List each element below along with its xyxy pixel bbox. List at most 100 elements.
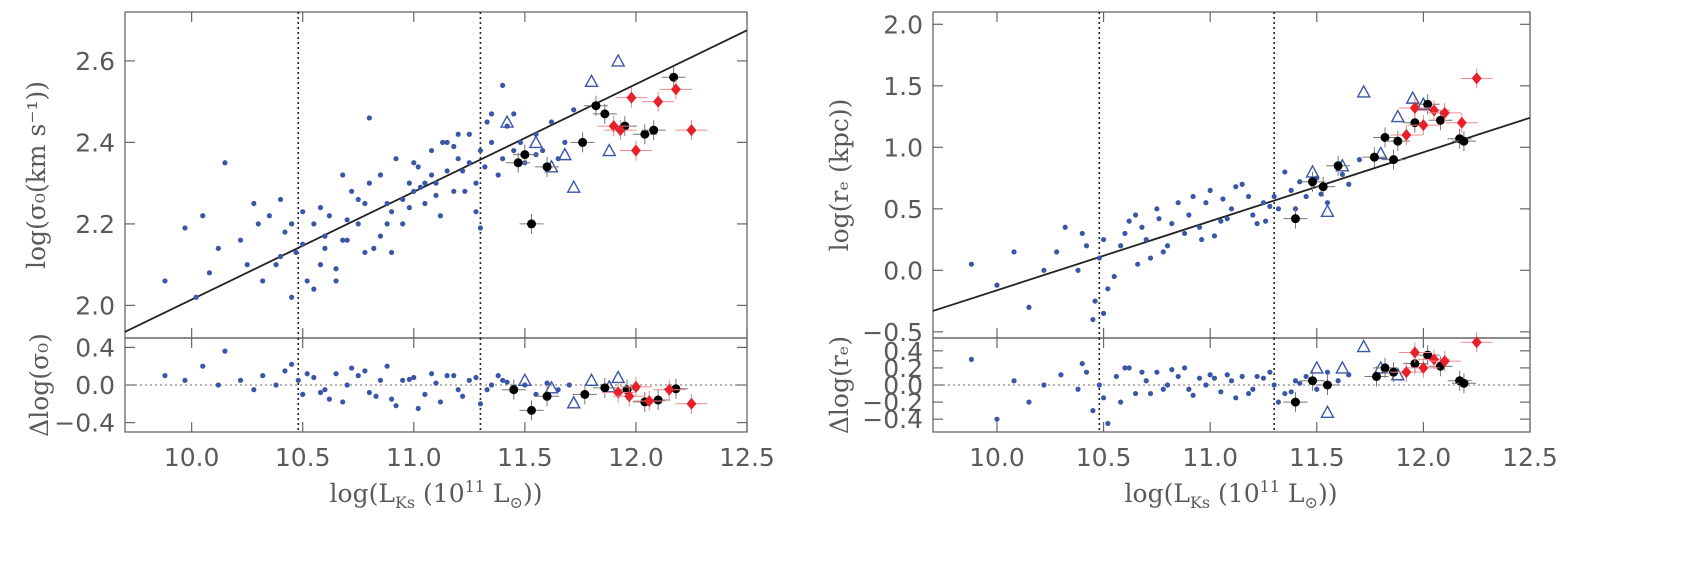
bottom-point-dot	[422, 391, 428, 397]
top-point-filled-circle	[1423, 99, 1433, 109]
top-point-dot	[462, 188, 468, 194]
bottom-point-filled-circle	[1410, 359, 1420, 369]
top-point-filled-circle	[591, 101, 601, 111]
top-point-dot	[1220, 196, 1226, 202]
bottom-point-filled-circle	[527, 405, 537, 415]
top-point-filled-circle	[1369, 152, 1379, 162]
top-point-dot	[1135, 261, 1141, 267]
top-point-dot	[500, 82, 506, 88]
top-point-dot	[344, 237, 350, 243]
top-point-dot	[437, 213, 444, 219]
top-point-dot	[433, 180, 439, 186]
bottom-point-triangle	[1320, 404, 1335, 419]
top-point-dot	[333, 278, 339, 284]
top-point-filled-circle	[1459, 136, 1469, 146]
top-point-dot	[362, 200, 368, 207]
top-point-dot	[1041, 267, 1047, 273]
top-point-dot	[366, 180, 372, 186]
top-point-dot	[1275, 206, 1282, 212]
top-point-dot	[1011, 249, 1017, 255]
bottom-point-dot	[1041, 382, 1047, 388]
top-point-triangle	[610, 53, 626, 67]
bottom-ylabel: Δlog(rₑ)	[825, 336, 854, 434]
top-point-dot	[1164, 243, 1171, 249]
top-point-dot	[488, 139, 495, 145]
bottom-point-dot	[333, 371, 339, 377]
top-point-dot	[384, 200, 390, 207]
bottom-point-dot	[300, 391, 306, 397]
bottom-point-dot	[260, 373, 266, 379]
bottom-point-dot	[322, 387, 328, 393]
top-point-dot	[384, 221, 390, 227]
top-ytick-label: −0.5	[862, 318, 923, 347]
top-point-dot	[1250, 212, 1256, 218]
bottom-series-diamond	[602, 376, 708, 414]
bottom-point-filled-circle	[1459, 378, 1469, 388]
bottom-point-dot	[273, 382, 279, 388]
bottom-point-dot	[1324, 369, 1331, 375]
top-point-dot	[1260, 200, 1267, 206]
top-point-dot	[1339, 171, 1345, 177]
top-point-dot	[1211, 233, 1218, 239]
top-point-dot	[540, 147, 546, 154]
bottom-point-dot	[1288, 389, 1294, 395]
bottom-point-dot	[566, 382, 572, 388]
top-point-dot	[511, 147, 517, 154]
bottom-point-dot	[488, 382, 495, 388]
top-point-dot	[571, 107, 577, 113]
top-point-diamond	[686, 124, 697, 137]
bottom-point-dot	[251, 387, 257, 393]
top-series-filled-circle	[506, 67, 686, 234]
top-point-diamond	[630, 144, 641, 157]
top-point-dot	[473, 180, 479, 186]
top-point-diamond	[1401, 129, 1412, 142]
bottom-point-dot	[388, 396, 395, 402]
top-point-diamond	[670, 83, 681, 96]
top-point-dot	[1096, 255, 1102, 261]
top-point-filled-circle	[1308, 177, 1318, 187]
bottom-point-dot	[340, 399, 346, 405]
top-point-dot	[451, 143, 457, 150]
top-point-dot	[193, 294, 199, 300]
top-point-dot	[433, 192, 439, 198]
bottom-point-dot	[533, 391, 539, 397]
bottom-point-filled-circle	[1322, 380, 1332, 390]
top-point-dot	[1224, 216, 1230, 222]
top-point-dot	[1245, 193, 1252, 200]
top-point-dot	[322, 233, 328, 239]
bottom-point-dot	[1228, 378, 1235, 384]
bottom-point-dot	[1260, 375, 1267, 381]
bottom-point-dot	[1083, 369, 1090, 375]
bottom-point-dot	[1186, 386, 1192, 392]
bottom-point-dot	[968, 356, 974, 362]
top-point-triangle	[1405, 90, 1420, 104]
bottom-point-filled-circle	[600, 383, 610, 393]
top-point-dot	[222, 160, 228, 166]
top-point-dot	[300, 209, 306, 215]
top-point-dot	[388, 249, 395, 256]
bottom-point-dot	[1096, 382, 1102, 388]
top-point-dot	[293, 249, 299, 256]
bottom-point-dot	[1090, 408, 1096, 414]
top-point-dot	[482, 164, 488, 170]
bottom-point-dot	[1164, 382, 1171, 388]
bottom-point-dot	[282, 368, 288, 374]
bottom-point-dot	[460, 393, 466, 399]
top-point-dot	[1126, 218, 1132, 224]
bottom-point-diamond	[630, 380, 641, 393]
top-point-diamond	[608, 120, 619, 133]
bottom-point-triangle	[610, 370, 626, 384]
top-point-triangle	[557, 147, 573, 161]
bottom-point-dot	[1292, 378, 1299, 384]
top-point-dot	[1282, 169, 1288, 175]
bottom-point-dot	[304, 371, 310, 377]
bottom-point-dot	[1139, 369, 1145, 375]
top-point-triangle	[499, 114, 515, 128]
top-point-filled-circle	[1389, 155, 1399, 165]
bottom-point-dot	[411, 374, 417, 381]
top-point-diamond	[1471, 72, 1482, 85]
top-ytick-label: 0.0	[883, 256, 923, 285]
bottom-point-filled-circle	[1371, 371, 1381, 381]
top-point-dot	[1288, 187, 1294, 193]
top-point-dot	[1111, 273, 1117, 280]
